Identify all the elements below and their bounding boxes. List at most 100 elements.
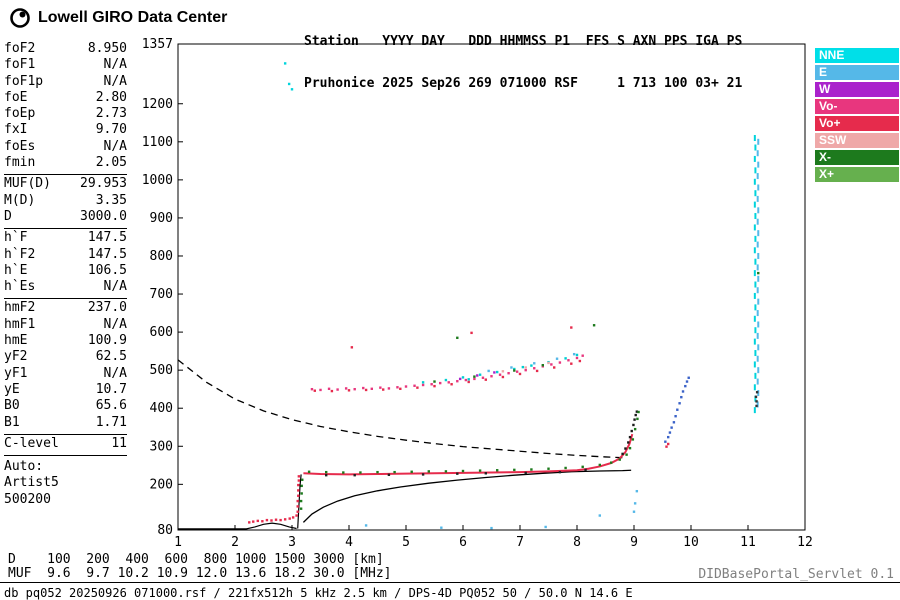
param-fof1: foF1 N/A <box>4 57 127 73</box>
param-value: 65.6 <box>95 398 127 414</box>
y-tick-label: 1000 <box>142 173 173 188</box>
station-header: Station YYYY DAY DDD HHMMSS P1 FFS S AXN… <box>304 7 742 119</box>
x-tick-label: 10 <box>683 535 699 550</box>
param-hmf1: hmF1 N/A <box>4 317 127 333</box>
series-o-trace-tail-dark <box>621 410 639 456</box>
param-value: 62.5 <box>95 349 127 365</box>
param-value: 147.5 <box>87 230 127 246</box>
series-stray-blue-bottom <box>364 489 639 530</box>
x-tick-label: 8 <box>573 535 581 550</box>
series-stray-red <box>350 326 573 349</box>
lowell-giro-logo: Lowell GIRO Data Center <box>8 6 227 30</box>
param-value: N/A <box>103 365 127 381</box>
series-fxi-mark-red <box>665 442 670 448</box>
x-tick-label: 12 <box>797 535 813 550</box>
trace-legend: NNE E W Vo- Vo+ SSW X- X+ <box>815 48 899 184</box>
series-muf-transmission-curve <box>177 359 623 459</box>
param-label: hmE <box>4 333 28 349</box>
legend-nne: NNE <box>815 48 899 63</box>
param-value: 8.950 <box>87 41 127 56</box>
series-trace-dark-specks <box>325 468 587 477</box>
y-tick-label: 1200 <box>142 97 173 112</box>
parameter-group: hmF2 237.0 hmF1 N/A hmE 100.9 yF2 62.5 yF1 N/A yE 1… <box>4 299 127 435</box>
series-second-hop-lightpink <box>501 361 550 373</box>
x-tick-label: 4 <box>345 535 353 550</box>
auto-line: Artist5 <box>4 475 59 491</box>
series-onset-column-red <box>296 475 301 513</box>
param-value: 2.80 <box>95 89 127 105</box>
auto-line: 500200 <box>4 491 51 507</box>
param-ye: yE 10.7 <box>4 382 127 398</box>
param-b1: B1 1.71 <box>4 415 127 431</box>
parameter-group: MUF(D) 29.953 M(D) 3.35 D 3000.0 <box>4 175 127 230</box>
param-label: yF1 <box>4 365 28 381</box>
param-label: h`Es <box>4 279 36 295</box>
param-label: foF2 <box>4 41 36 56</box>
auto-line: Auto: <box>4 459 44 475</box>
y-tick-label: 900 <box>150 211 173 226</box>
param-label: h`F2 <box>4 246 36 262</box>
param-h-f2: h`F2 147.5 <box>4 247 127 263</box>
footer-divider <box>0 582 900 583</box>
series-x-tail-blue <box>664 376 690 443</box>
param-label: foEs <box>4 138 36 154</box>
param-label: hmF2 <box>4 300 36 316</box>
param-foep: foEp 2.73 <box>4 106 127 122</box>
param-c-level: C-level 11 <box>4 436 127 452</box>
param-value: 9.70 <box>95 122 127 138</box>
x-tick-label: 9 <box>630 535 638 550</box>
param-label: foF1p <box>4 73 44 89</box>
y-tick-label: 200 <box>150 477 173 492</box>
x-tick-label: 6 <box>459 535 467 550</box>
param-value: N/A <box>103 73 127 89</box>
param-fmin: fmin 2.05 <box>4 155 127 171</box>
param-value: N/A <box>103 138 127 154</box>
param-label: yE <box>4 381 20 397</box>
param-label: B1 <box>4 414 20 430</box>
servlet-label: DIDBasePortal_Servlet 0.1 <box>698 567 894 582</box>
y-tick-label: 400 <box>150 401 173 416</box>
param-value: 10.7 <box>95 381 127 397</box>
param-yf2: yF2 62.5 <box>4 349 127 365</box>
param-d: D 3000.0 <box>4 209 127 225</box>
logo-text: Lowell GIRO Data Center <box>38 9 228 26</box>
ionogram-plot: 1357120011001000900800700600500400300200… <box>142 37 813 550</box>
legend-e: E <box>815 65 899 80</box>
param-hmf2: hmF2 237.0 <box>4 300 127 316</box>
param-muf-d: MUF(D) 29.953 <box>4 176 127 192</box>
station-header-line2: Pruhonice 2025 Sep26 269 071000 RSF 1 71… <box>304 76 743 91</box>
legend-vo: Vo- <box>815 99 899 114</box>
param-label: D <box>4 208 12 224</box>
param-value: N/A <box>103 57 127 73</box>
series-x-trace-green <box>307 410 640 474</box>
autoscaling-block: Auto: Artist5 500200 <box>4 456 127 508</box>
giro-logo-icon <box>10 8 30 28</box>
y-tick-label: 600 <box>150 325 173 340</box>
param-fof2: foF2 8.950 <box>4 41 127 57</box>
parameter-group: h`F 147.5 h`F2 147.5 h`E 106.5 h`Es N/A <box>4 229 127 300</box>
series-second-hop-red <box>313 359 582 393</box>
legend-x: X+ <box>815 167 899 182</box>
param-value: 2.73 <box>95 106 127 122</box>
y-tick-label: 1100 <box>142 135 173 150</box>
param-b0: B0 65.6 <box>4 398 127 414</box>
series-interference-cyan <box>753 135 757 414</box>
param-value: 2.05 <box>95 155 127 171</box>
series-second-hop-magenta <box>458 371 496 381</box>
footer-info: db pq052 20250926 071000.rsf / 221fx512h… <box>4 586 633 600</box>
param-label: M(D) <box>4 192 36 208</box>
param-h-e: h`E 106.5 <box>4 263 127 279</box>
param-value: 147.5 <box>87 246 127 262</box>
muf-row: MUF 9.6 9.7 10.2 10.9 12.0 13.6 18.2 30.… <box>8 566 392 581</box>
param-label: C-level <box>4 435 59 451</box>
legend-x: X- <box>815 150 899 165</box>
param-value: 29.953 <box>80 176 127 192</box>
param-fof1p: foF1p N/A <box>4 74 127 90</box>
series-second-hop-skyblue <box>487 352 576 373</box>
series-stray-green <box>456 271 760 340</box>
param-value: 106.5 <box>87 262 127 278</box>
station-header-line1: Station YYYY DAY DDD HHMMSS P1 FFS S AXN… <box>304 34 743 49</box>
param-label: fmin <box>4 155 36 171</box>
param-label: fxI <box>4 122 28 138</box>
